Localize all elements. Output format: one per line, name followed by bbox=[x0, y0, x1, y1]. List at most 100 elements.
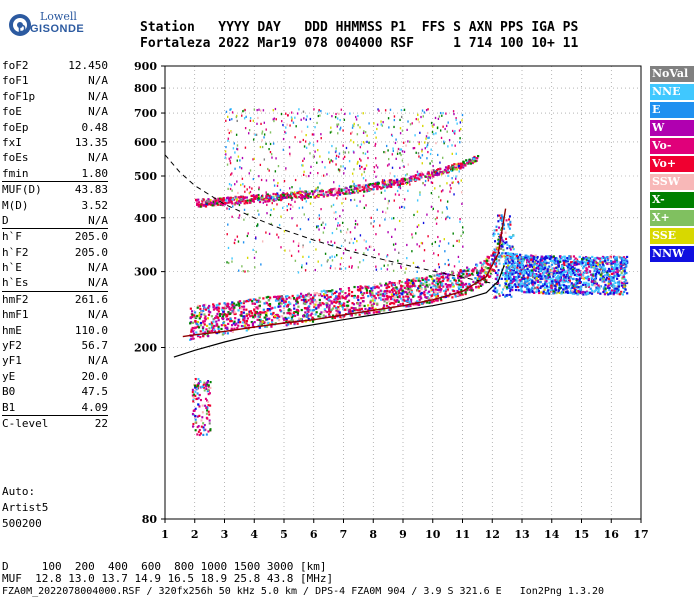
echo-point bbox=[415, 177, 418, 180]
echo-point bbox=[327, 258, 329, 262]
echo-point bbox=[416, 170, 419, 173]
echo-point bbox=[324, 166, 326, 169]
echo-point bbox=[320, 188, 323, 192]
echo-point bbox=[199, 324, 203, 327]
echo-point bbox=[209, 429, 212, 432]
echo-point bbox=[274, 314, 277, 318]
echo-point bbox=[236, 148, 239, 151]
echo-point bbox=[259, 145, 262, 149]
echo-point bbox=[199, 335, 202, 339]
echo-point bbox=[407, 296, 410, 300]
echo-point bbox=[512, 255, 515, 258]
logo-line2: DIGISONDE bbox=[18, 23, 85, 35]
echo-point bbox=[213, 328, 216, 331]
echo-point bbox=[449, 166, 452, 169]
echo-point bbox=[564, 270, 568, 273]
echo-point bbox=[398, 180, 401, 183]
echo-point bbox=[340, 257, 343, 260]
echo-point bbox=[509, 220, 512, 223]
echo-point bbox=[338, 193, 342, 196]
echo-point bbox=[442, 125, 444, 128]
echo-point bbox=[344, 292, 347, 295]
echo-point bbox=[550, 270, 553, 273]
echo-point bbox=[191, 425, 194, 428]
echo-point bbox=[296, 112, 299, 115]
echo-point bbox=[507, 223, 510, 226]
echo-point bbox=[505, 287, 509, 291]
header-line2: Fortaleza 2022 Mar19 078 004000 RSF 1 71… bbox=[140, 36, 579, 51]
echo-point bbox=[436, 216, 438, 219]
echo-point bbox=[251, 324, 255, 327]
echo-point bbox=[408, 140, 411, 143]
echo-point bbox=[519, 279, 522, 282]
echo-point bbox=[237, 200, 241, 203]
echo-point bbox=[364, 307, 367, 311]
echo-point bbox=[415, 117, 418, 121]
echo-point bbox=[439, 240, 441, 243]
echo-point bbox=[622, 275, 625, 279]
echo-point bbox=[536, 288, 539, 291]
echo-point bbox=[610, 263, 613, 267]
echo-point bbox=[626, 260, 629, 263]
echo-point bbox=[418, 286, 421, 290]
echo-point bbox=[427, 136, 429, 140]
echo-point bbox=[282, 191, 285, 195]
echo-point bbox=[458, 170, 460, 173]
echo-point bbox=[508, 267, 511, 270]
echo-point bbox=[204, 205, 208, 208]
echo-point bbox=[543, 260, 546, 264]
echo-point bbox=[308, 255, 310, 258]
echo-point bbox=[338, 302, 341, 305]
echo-point bbox=[430, 192, 433, 195]
echo-point bbox=[408, 177, 411, 180]
echo-point bbox=[413, 146, 416, 150]
echo-point bbox=[427, 298, 430, 301]
echo-point bbox=[227, 139, 229, 142]
echo-point bbox=[399, 166, 401, 170]
echo-point bbox=[394, 193, 397, 196]
param-key: foEp bbox=[2, 120, 29, 134]
echo-point bbox=[513, 271, 516, 274]
echo-point bbox=[373, 284, 376, 287]
echo-point bbox=[277, 295, 280, 298]
echo-point bbox=[360, 143, 363, 146]
echo-point bbox=[540, 259, 544, 262]
echo-point bbox=[275, 118, 277, 121]
echo-point bbox=[208, 419, 211, 422]
echo-point bbox=[222, 197, 225, 200]
echo-point bbox=[282, 317, 285, 320]
echo-point bbox=[487, 259, 490, 263]
echo-point bbox=[385, 301, 389, 304]
echo-point bbox=[214, 204, 218, 207]
echo-point bbox=[268, 309, 272, 312]
echo-point bbox=[399, 152, 401, 155]
echo-point bbox=[546, 278, 550, 281]
echo-point bbox=[416, 243, 418, 246]
echo-point bbox=[254, 315, 257, 318]
echo-point bbox=[252, 194, 255, 197]
echo-point bbox=[221, 199, 224, 202]
echo-point bbox=[371, 304, 374, 307]
echo-point bbox=[306, 115, 308, 118]
echo-point bbox=[379, 296, 382, 299]
echo-point bbox=[190, 330, 193, 333]
echo-point bbox=[274, 193, 278, 196]
echo-point bbox=[227, 196, 230, 199]
echo-point bbox=[263, 121, 266, 124]
echo-point bbox=[504, 283, 508, 286]
echo-point bbox=[376, 285, 379, 288]
echo-point bbox=[593, 258, 596, 261]
echo-point bbox=[267, 321, 270, 325]
echo-point bbox=[462, 166, 465, 169]
echo-point bbox=[367, 295, 370, 298]
echo-point bbox=[460, 275, 463, 278]
echo-point bbox=[544, 265, 547, 268]
echo-point bbox=[200, 310, 203, 313]
echo-point bbox=[232, 205, 234, 208]
echo-point bbox=[324, 252, 327, 255]
echo-point bbox=[360, 291, 363, 294]
echo-point bbox=[270, 153, 273, 156]
echo-point bbox=[374, 142, 377, 146]
echo-point bbox=[305, 315, 308, 318]
echo-point bbox=[570, 291, 573, 294]
